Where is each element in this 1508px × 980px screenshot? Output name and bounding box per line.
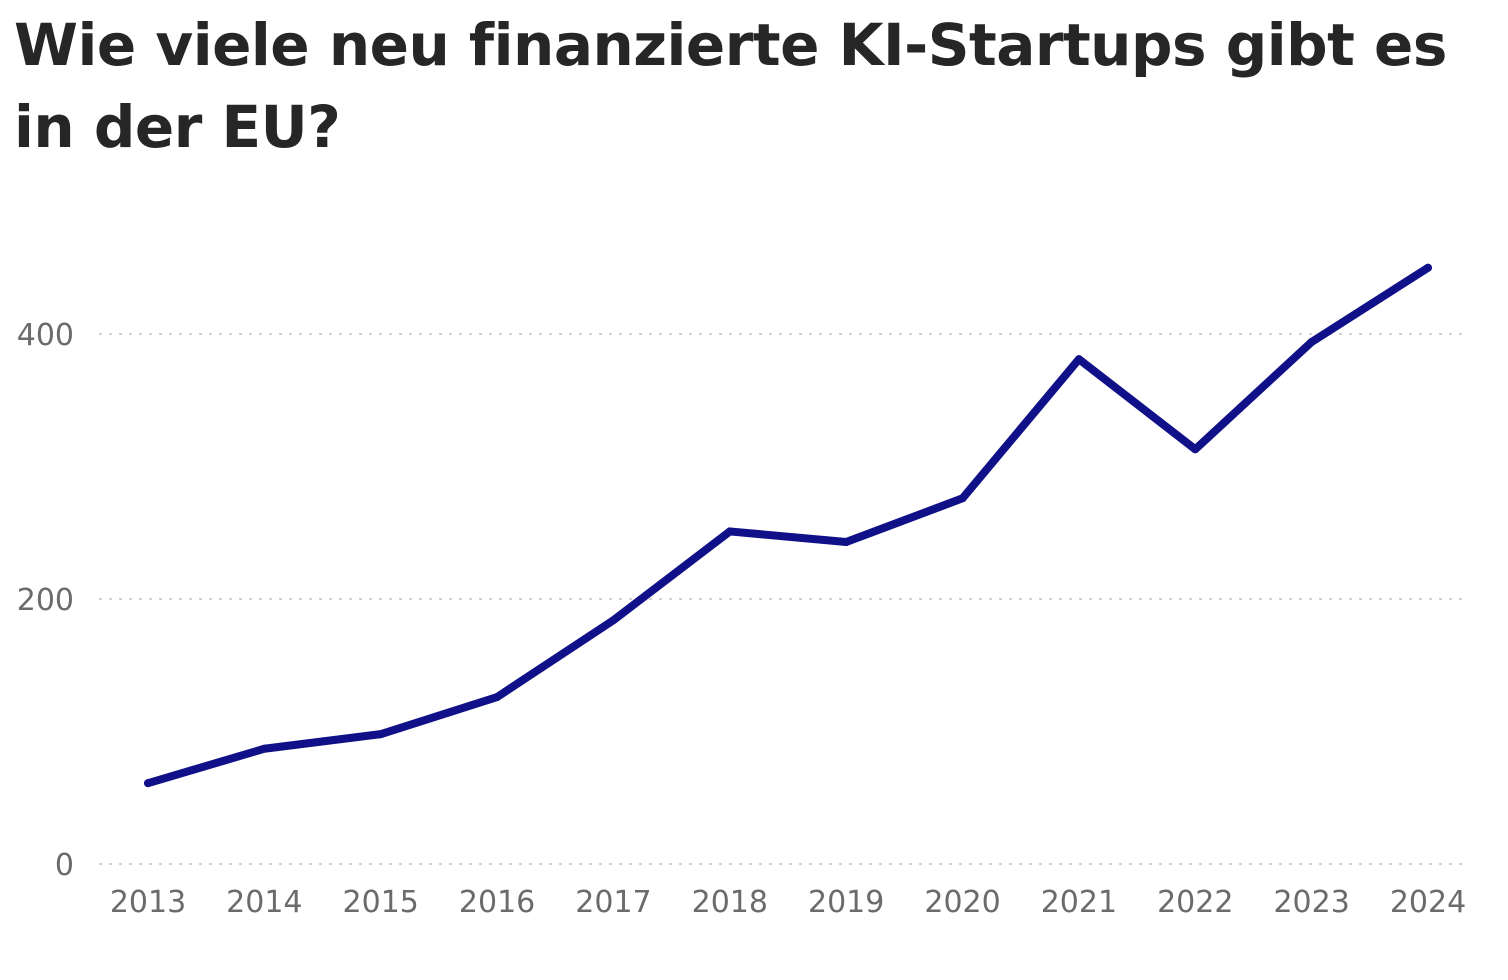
y-tick-label: 400 [17,318,74,353]
chart-title: Wie viele neu finanzierte KI-Startups gi… [14,11,1447,161]
data-point-2024 [1424,263,1432,272]
x-tick-label: 2020 [924,885,1000,920]
data-point-2013 [144,779,152,788]
y-tick-label: 0 [55,848,74,883]
data-point-2018 [725,527,734,536]
series-layer [144,263,1432,788]
x-axis-tick-labels: 2013 2014 2015 2016 2017 2018 2019 2020 2021 2022… [110,885,1466,920]
x-tick-label: 2022 [1157,885,1233,920]
data-point-2014 [260,744,269,753]
x-tick-label: 2016 [459,885,535,920]
data-point-2022 [1191,445,1200,454]
x-tick-label: 2013 [110,885,186,920]
x-tick-label: 2014 [226,885,302,920]
x-tick-label: 2023 [1273,885,1349,920]
x-tick-label: 2017 [575,885,651,920]
data-point-2015 [376,730,385,739]
x-tick-label: 2018 [692,885,768,920]
data-point-2016 [493,693,502,702]
data-point-2021 [1074,355,1083,364]
x-tick-label: 2019 [808,885,884,920]
x-tick-label: 2015 [343,885,419,920]
y-axis-tick-labels: 0 200 400 [17,318,74,883]
y-tick-label: 200 [17,583,74,618]
data-point-2017 [609,616,618,625]
data-point-2020 [958,494,967,503]
gridlines [99,333,1467,865]
data-point-2019 [842,538,851,547]
series-line [144,263,1432,788]
data-point-2023 [1307,337,1316,346]
x-tick-label: 2024 [1390,885,1466,920]
x-tick-label: 2021 [1041,885,1117,920]
